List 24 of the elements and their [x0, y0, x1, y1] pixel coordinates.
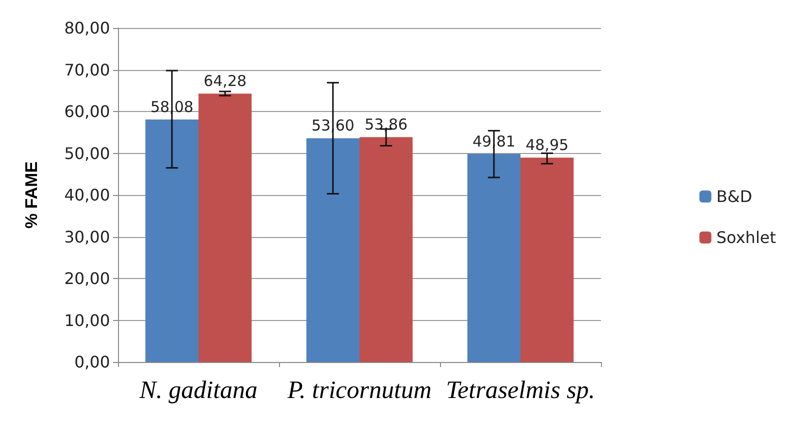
data-label: 48,95 — [526, 136, 569, 154]
legend-label: Soxhlet — [716, 228, 776, 247]
bar — [520, 158, 574, 362]
data-label: 53,86 — [364, 116, 408, 134]
legend-label: B&D — [716, 187, 752, 206]
y-tick-label: 0,00 — [74, 352, 110, 372]
y-axis-title: % FAME — [22, 161, 41, 229]
data-label: 64,28 — [204, 72, 247, 90]
bar — [306, 138, 360, 362]
bar — [360, 137, 413, 362]
bar — [145, 120, 198, 362]
y-tick-label: 20,00 — [64, 269, 110, 288]
y-tick-label: 50,00 — [64, 144, 110, 163]
x-tick-label: Tetraselmis sp. — [446, 377, 596, 404]
y-tick-label: 60,00 — [64, 102, 110, 121]
x-tick-label: P. tricornutum — [286, 377, 432, 404]
y-tick-label: 10,00 — [64, 310, 110, 330]
bar — [467, 154, 520, 362]
y-tick-label: 80,00 — [64, 18, 110, 38]
y-tick-label: 30,00 — [64, 227, 110, 246]
y-tick-label: 40,00 — [64, 186, 110, 204]
x-tick-label: N. gaditana — [138, 377, 258, 404]
y-tick-label: 70,00 — [64, 60, 110, 80]
bar — [198, 94, 252, 362]
